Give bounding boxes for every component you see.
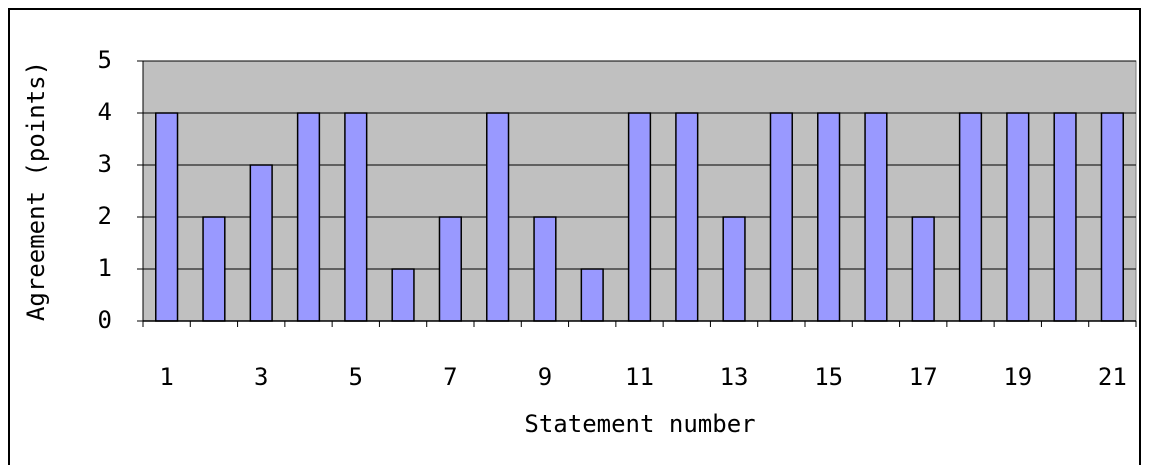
y-axis-title: Agreement (points) — [22, 61, 50, 321]
y-tick-label: 0 — [98, 306, 112, 334]
bar — [1053, 112, 1077, 322]
bar — [675, 112, 699, 322]
y-tick-label: 5 — [98, 46, 112, 74]
x-tick-label: 7 — [443, 363, 457, 391]
bar — [296, 112, 321, 322]
bar — [391, 268, 415, 322]
x-tick-label: 11 — [625, 363, 654, 391]
bar — [911, 216, 935, 322]
bar — [344, 112, 368, 322]
bar — [1006, 112, 1030, 322]
x-tick-label: 5 — [349, 363, 363, 391]
bar — [580, 268, 604, 322]
bar — [249, 164, 273, 322]
y-tick-label: 3 — [98, 150, 112, 178]
bar — [202, 216, 226, 322]
y-tick-label: 2 — [98, 202, 112, 230]
x-tick-label: 17 — [909, 363, 938, 391]
bar — [1100, 112, 1124, 322]
x-tick-label: 3 — [254, 363, 268, 391]
bar — [155, 112, 179, 322]
x-tick-label: 1 — [159, 363, 173, 391]
bar — [958, 112, 983, 322]
x-axis-title: Statement number — [524, 410, 755, 438]
bar — [722, 216, 746, 322]
bar — [817, 112, 841, 322]
y-tick-label: 1 — [98, 254, 112, 282]
x-tick-label: 19 — [1003, 363, 1032, 391]
bar — [627, 112, 652, 322]
bar — [533, 216, 557, 322]
bar — [486, 112, 510, 322]
x-tick-label: 13 — [720, 363, 749, 391]
x-tick-label: 9 — [538, 363, 552, 391]
x-tick-label: 15 — [814, 363, 843, 391]
x-tick-label: 21 — [1098, 363, 1127, 391]
bar — [769, 112, 793, 322]
bar — [864, 112, 888, 322]
bar — [438, 216, 462, 322]
y-tick-label: 4 — [98, 98, 112, 126]
